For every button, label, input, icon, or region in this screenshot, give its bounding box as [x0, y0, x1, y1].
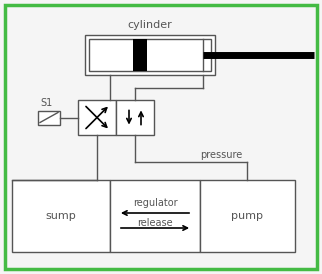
Bar — [85, 35, 215, 75]
Text: release: release — [137, 218, 173, 228]
Bar — [200, 180, 295, 252]
Bar — [133, 39, 147, 71]
Bar — [110, 180, 200, 252]
Bar — [12, 180, 110, 252]
Bar — [116, 100, 154, 135]
Text: pressure: pressure — [200, 150, 242, 160]
Bar — [38, 110, 60, 124]
Text: cylinder: cylinder — [128, 20, 172, 30]
Text: sump: sump — [46, 211, 76, 221]
Bar — [78, 100, 116, 135]
Text: regulator: regulator — [133, 198, 177, 208]
Text: S1: S1 — [40, 98, 52, 109]
Text: pump: pump — [232, 211, 263, 221]
Bar — [89, 39, 211, 71]
